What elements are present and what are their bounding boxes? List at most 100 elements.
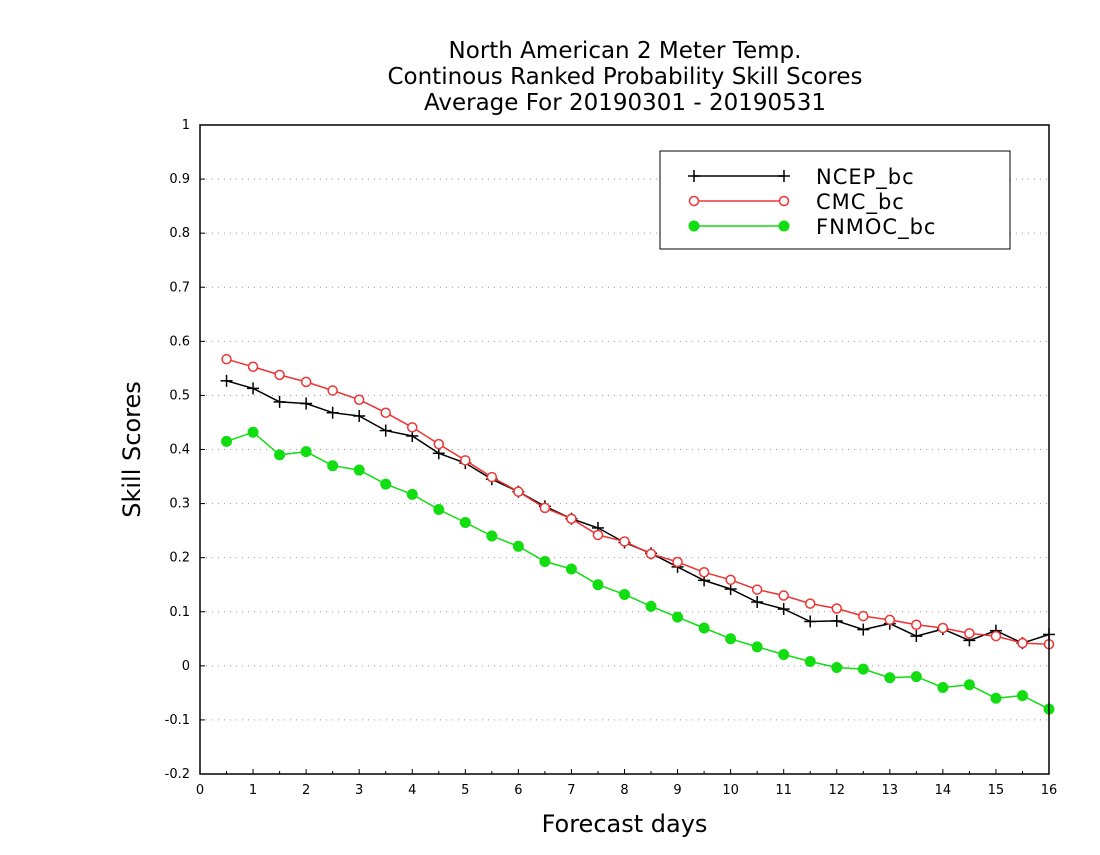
y-tick-label: 1 [182, 118, 190, 133]
data-point-fnmoc-bc [751, 641, 763, 653]
data-point-cmc-bc [751, 584, 763, 595]
y-tick-label: 0.6 [169, 334, 190, 349]
x-axis-title: Forecast days [542, 810, 708, 838]
y-tick-label: 0.3 [169, 497, 190, 512]
x-tick-label: 8 [620, 783, 628, 798]
x-tick-label: 14 [935, 783, 952, 798]
y-tick-label: -0.2 [165, 767, 190, 782]
chart-title-line-1: North American 2 Meter Temp. [449, 38, 802, 64]
data-point-cmc-bc [884, 614, 896, 626]
data-point-fnmoc-bc [221, 435, 233, 447]
legend-marker-ncep-bc [688, 170, 700, 182]
x-tick-label: 12 [828, 783, 845, 798]
data-point-fnmoc-bc [698, 622, 710, 634]
series-line-cmc-bc [226, 358, 1050, 645]
data-point-fnmoc-bc [459, 517, 471, 529]
data-point-fnmoc-bc [300, 446, 312, 458]
data-point-cmc-bc [778, 590, 789, 601]
legend-entry-ncep-bc: NCEP_bc [688, 165, 915, 190]
data-point-cmc-bc [672, 556, 683, 568]
legend-entry-cmc-bc: CMC_bc [688, 190, 905, 215]
data-point-cmc-bc [353, 394, 365, 405]
data-point-ncep-bc [353, 409, 366, 422]
data-point-ncep-bc [751, 596, 764, 609]
legend-box [659, 150, 1011, 250]
x-tick-label: 13 [882, 783, 899, 798]
x-tick-label: 9 [673, 783, 681, 798]
data-point-cmc-bc [539, 502, 551, 514]
chart-title-line-3: Average For 20190301 - 20190531 [424, 90, 826, 116]
x-axis-ticks: 0 1 2 3 4 5 6 7 8 9 10 11 12 13 14 15 16 [196, 769, 1057, 798]
data-point-fnmoc-bc [247, 426, 259, 438]
data-point-cmc-bc [327, 385, 338, 396]
y-tick-label: 0.9 [169, 172, 190, 187]
data-point-cmc-bc [804, 598, 816, 609]
x-tick-label: 16 [1041, 783, 1058, 798]
y-gridlines [200, 178, 1049, 721]
legend-label-cmc-bc: CMC_bc [816, 190, 905, 215]
data-point-fnmoc-bc [539, 555, 551, 567]
x-tick-label: 4 [408, 783, 416, 798]
data-point-cmc-bc [300, 376, 312, 388]
data-series [220, 353, 1055, 715]
data-point-cmc-bc [486, 471, 498, 483]
data-point-fnmoc-bc [512, 540, 524, 552]
data-point-ncep-bc [247, 382, 260, 395]
data-point-ncep-bc [910, 630, 923, 643]
legend-marker-cmc-bc [778, 195, 790, 207]
data-point-fnmoc-bc [990, 692, 1002, 704]
data-point-fnmoc-bc [857, 663, 869, 675]
data-point-fnmoc-bc [725, 633, 737, 645]
data-point-fnmoc-bc [433, 504, 445, 516]
legend-marker-ncep-bc [778, 170, 790, 182]
series-ncep-bc [220, 374, 1055, 650]
legend-marker-fnmoc-bc [688, 220, 700, 232]
y-tick-label: 0.7 [169, 280, 190, 295]
data-point-fnmoc-bc [884, 672, 896, 684]
data-point-fnmoc-bc [592, 579, 604, 591]
y-tick-label: 0.1 [169, 605, 190, 620]
x-tick-label: 0 [196, 783, 204, 798]
data-point-cmc-bc [619, 536, 630, 547]
data-point-cmc-bc [247, 361, 259, 373]
data-point-cmc-bc [513, 486, 524, 497]
data-point-cmc-bc [433, 438, 445, 450]
chart-title-line-2: Continous Ranked Probability Skill Score… [387, 64, 862, 90]
legend-label-ncep-bc: NCEP_bc [816, 165, 915, 190]
data-point-cmc-bc [566, 513, 577, 524]
x-tick-label: 2 [302, 783, 310, 798]
data-point-ncep-bc [857, 623, 870, 636]
x-tick-label: 6 [514, 783, 522, 798]
data-point-cmc-bc [911, 619, 922, 630]
x-tick-label: 10 [722, 783, 739, 798]
data-point-ncep-bc [804, 615, 817, 628]
data-point-cmc-bc [407, 422, 418, 433]
data-point-ncep-bc [326, 406, 339, 419]
data-point-fnmoc-bc [486, 530, 498, 542]
data-point-cmc-bc [592, 529, 604, 541]
data-point-ncep-bc [300, 397, 313, 410]
y-tick-label: 0.8 [169, 226, 190, 241]
y-axis-ticks: -0.2 -0.1 0 0.1 0.2 0.3 0.4 0.5 0.6 0.7 0.8 0.9 1 [165, 118, 205, 782]
x-tick-label: 7 [567, 783, 575, 798]
y-tick-label: 0.5 [169, 388, 190, 403]
y-tick-label: 0 [182, 659, 190, 674]
data-point-cmc-bc [380, 407, 391, 418]
y-axis-title: Skill Scores [118, 381, 146, 518]
legend-entry-fnmoc-bc: FNMOC_bc [688, 215, 936, 240]
series-line-ncep-bc [226, 380, 1050, 644]
data-point-fnmoc-bc [963, 679, 975, 691]
x-tick-label: 11 [775, 783, 792, 798]
data-point-fnmoc-bc [804, 656, 816, 668]
x-tick-label: 1 [249, 783, 257, 798]
legend-label-fnmoc-bc: FNMOC_bc [816, 215, 936, 240]
data-point-fnmoc-bc [565, 563, 577, 575]
data-point-cmc-bc [460, 455, 471, 466]
data-point-fnmoc-bc [406, 488, 418, 500]
plot-frame [199, 124, 1050, 775]
data-point-ncep-bc [220, 374, 233, 387]
data-point-cmc-bc [831, 603, 842, 614]
data-point-fnmoc-bc [937, 681, 949, 693]
